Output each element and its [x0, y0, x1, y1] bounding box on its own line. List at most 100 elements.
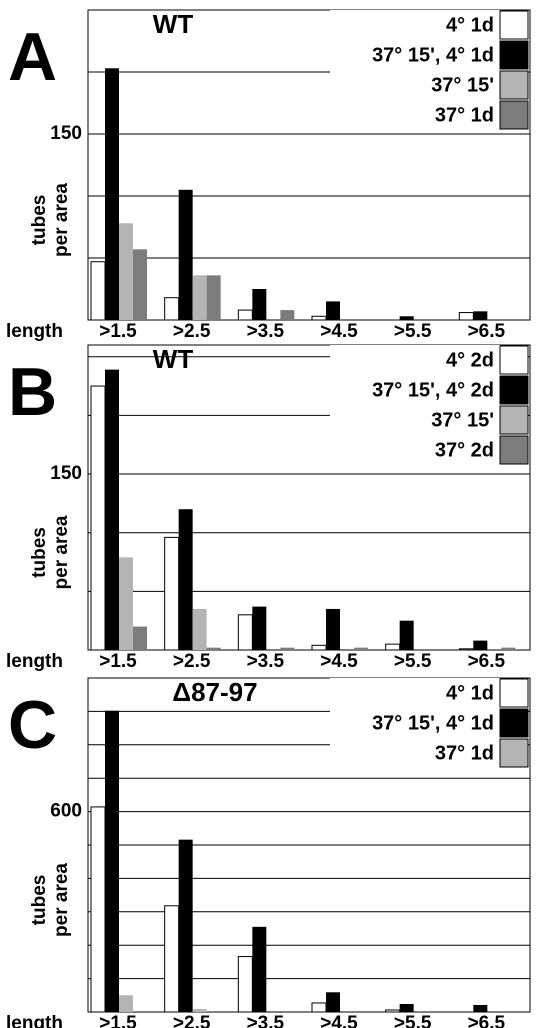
- x-tick-label: >3.5: [247, 321, 285, 342]
- bar: [90, 385, 106, 651]
- bar: [105, 369, 119, 650]
- legend-label: 37° 2d: [435, 439, 494, 461]
- legend-swatch: [499, 100, 529, 130]
- x-tick-label: >1.5: [99, 651, 137, 672]
- legend-swatch: [499, 345, 529, 375]
- bar: [311, 644, 327, 651]
- legend-label: 4° 2d: [446, 349, 494, 371]
- y-axis-label: per area: [51, 863, 72, 937]
- bar: [501, 647, 516, 650]
- legend-background: [330, 375, 500, 405]
- bar: [178, 509, 193, 650]
- bar: [252, 606, 267, 650]
- bar: [326, 992, 340, 1012]
- bar: [252, 289, 267, 320]
- legend-label: 4° 1d: [446, 14, 494, 36]
- bar: [133, 626, 147, 650]
- legend-background: [330, 435, 500, 465]
- x-tick-label: >4.5: [320, 651, 358, 672]
- legend-swatch: [499, 40, 529, 70]
- legend-label: 37° 15': [431, 409, 494, 431]
- bar: [206, 275, 221, 320]
- bar: [280, 310, 295, 320]
- bar: [237, 309, 253, 321]
- y-axis-label: tubes: [29, 195, 50, 246]
- legend-label: 37° 1d: [435, 742, 494, 764]
- bar: [473, 1004, 488, 1012]
- chart-title: WT: [153, 344, 194, 374]
- bar: [311, 1002, 327, 1013]
- x-tick-label: >2.5: [173, 651, 211, 672]
- y-tick-label: 150: [50, 463, 82, 484]
- x-tick-label: >3.5: [247, 651, 285, 672]
- bar: [237, 956, 253, 1013]
- x-tick-label: >3.5: [247, 1013, 285, 1028]
- bar: [206, 647, 221, 650]
- bar: [458, 312, 474, 321]
- panel: 600 >1.5 >2.5 >3.5 >4.5 >5.5 >6.5 length tubes pe…: [6, 677, 531, 1028]
- bar: [326, 608, 340, 650]
- bar: [178, 189, 193, 320]
- legend-background: [330, 70, 500, 100]
- bar: [399, 316, 414, 320]
- x-tick-label: >2.5: [173, 1013, 211, 1028]
- bar: [119, 223, 133, 320]
- legend-label: 37° 15', 4° 2d: [372, 379, 494, 401]
- legend-swatch: [499, 708, 529, 738]
- bar: [192, 275, 207, 320]
- bar: [399, 620, 414, 650]
- bar: [354, 647, 368, 650]
- legend-label: 37° 1d: [435, 104, 494, 126]
- bar: [133, 249, 147, 320]
- bar: [192, 608, 207, 650]
- x-axis-label: length: [6, 651, 63, 672]
- x-tick-label: >5.5: [394, 1013, 432, 1028]
- y-axis-label: per area: [51, 183, 72, 257]
- bar: [105, 68, 119, 320]
- y-axis-label: tubes: [29, 875, 50, 926]
- legend-background: [330, 678, 500, 708]
- bar: [178, 839, 193, 1012]
- chart-title: WT: [153, 9, 194, 39]
- x-tick-label: >1.5: [99, 1013, 137, 1028]
- bar: [280, 647, 295, 650]
- legend-label: 37° 15', 4° 1d: [372, 44, 494, 66]
- bar: [311, 315, 327, 321]
- bar: [385, 1009, 401, 1013]
- legend-swatch: [499, 678, 529, 708]
- panel-letter: A: [8, 19, 57, 95]
- x-tick-label: >4.5: [320, 321, 358, 342]
- legend-label: 4° 1d: [446, 682, 494, 704]
- panel-letter: B: [8, 354, 57, 430]
- bar: [164, 536, 180, 651]
- x-tick-label: >1.5: [99, 321, 137, 342]
- legend-swatch: [499, 435, 529, 465]
- bar: [252, 926, 267, 1012]
- legend-label: 37° 15', 4° 1d: [372, 712, 494, 734]
- y-axis-label: tubes: [29, 527, 50, 578]
- bar: [192, 1008, 207, 1012]
- panel-letter: C: [8, 687, 57, 763]
- x-tick-label: >5.5: [394, 321, 432, 342]
- legend-swatch: [499, 738, 529, 768]
- legend-swatch: [499, 405, 529, 435]
- bar: [164, 905, 180, 1013]
- legend-background: [330, 345, 500, 375]
- panel: 150 >1.5 >2.5 >3.5 >4.5 >5.5 >6.5 length tubes pe…: [6, 344, 531, 672]
- legend-background: [330, 10, 500, 40]
- bar: [399, 1003, 414, 1012]
- bar: [326, 301, 340, 320]
- y-axis-label: per area: [51, 515, 72, 589]
- legend-swatch: [499, 375, 529, 405]
- legend-swatch: [499, 10, 529, 40]
- x-tick-label: >6.5: [468, 321, 506, 342]
- panel: 150 >1.5 >2.5 >3.5 >4.5 >5.5 >6.5 length tubes pe…: [6, 9, 531, 342]
- x-tick-label: >5.5: [394, 651, 432, 672]
- x-tick-label: >4.5: [320, 1013, 358, 1028]
- legend-label: 37° 15': [431, 74, 494, 96]
- bar: [119, 557, 133, 650]
- x-axis-label: length: [6, 321, 63, 342]
- legend-background: [330, 708, 500, 738]
- x-tick-label: >6.5: [468, 651, 506, 672]
